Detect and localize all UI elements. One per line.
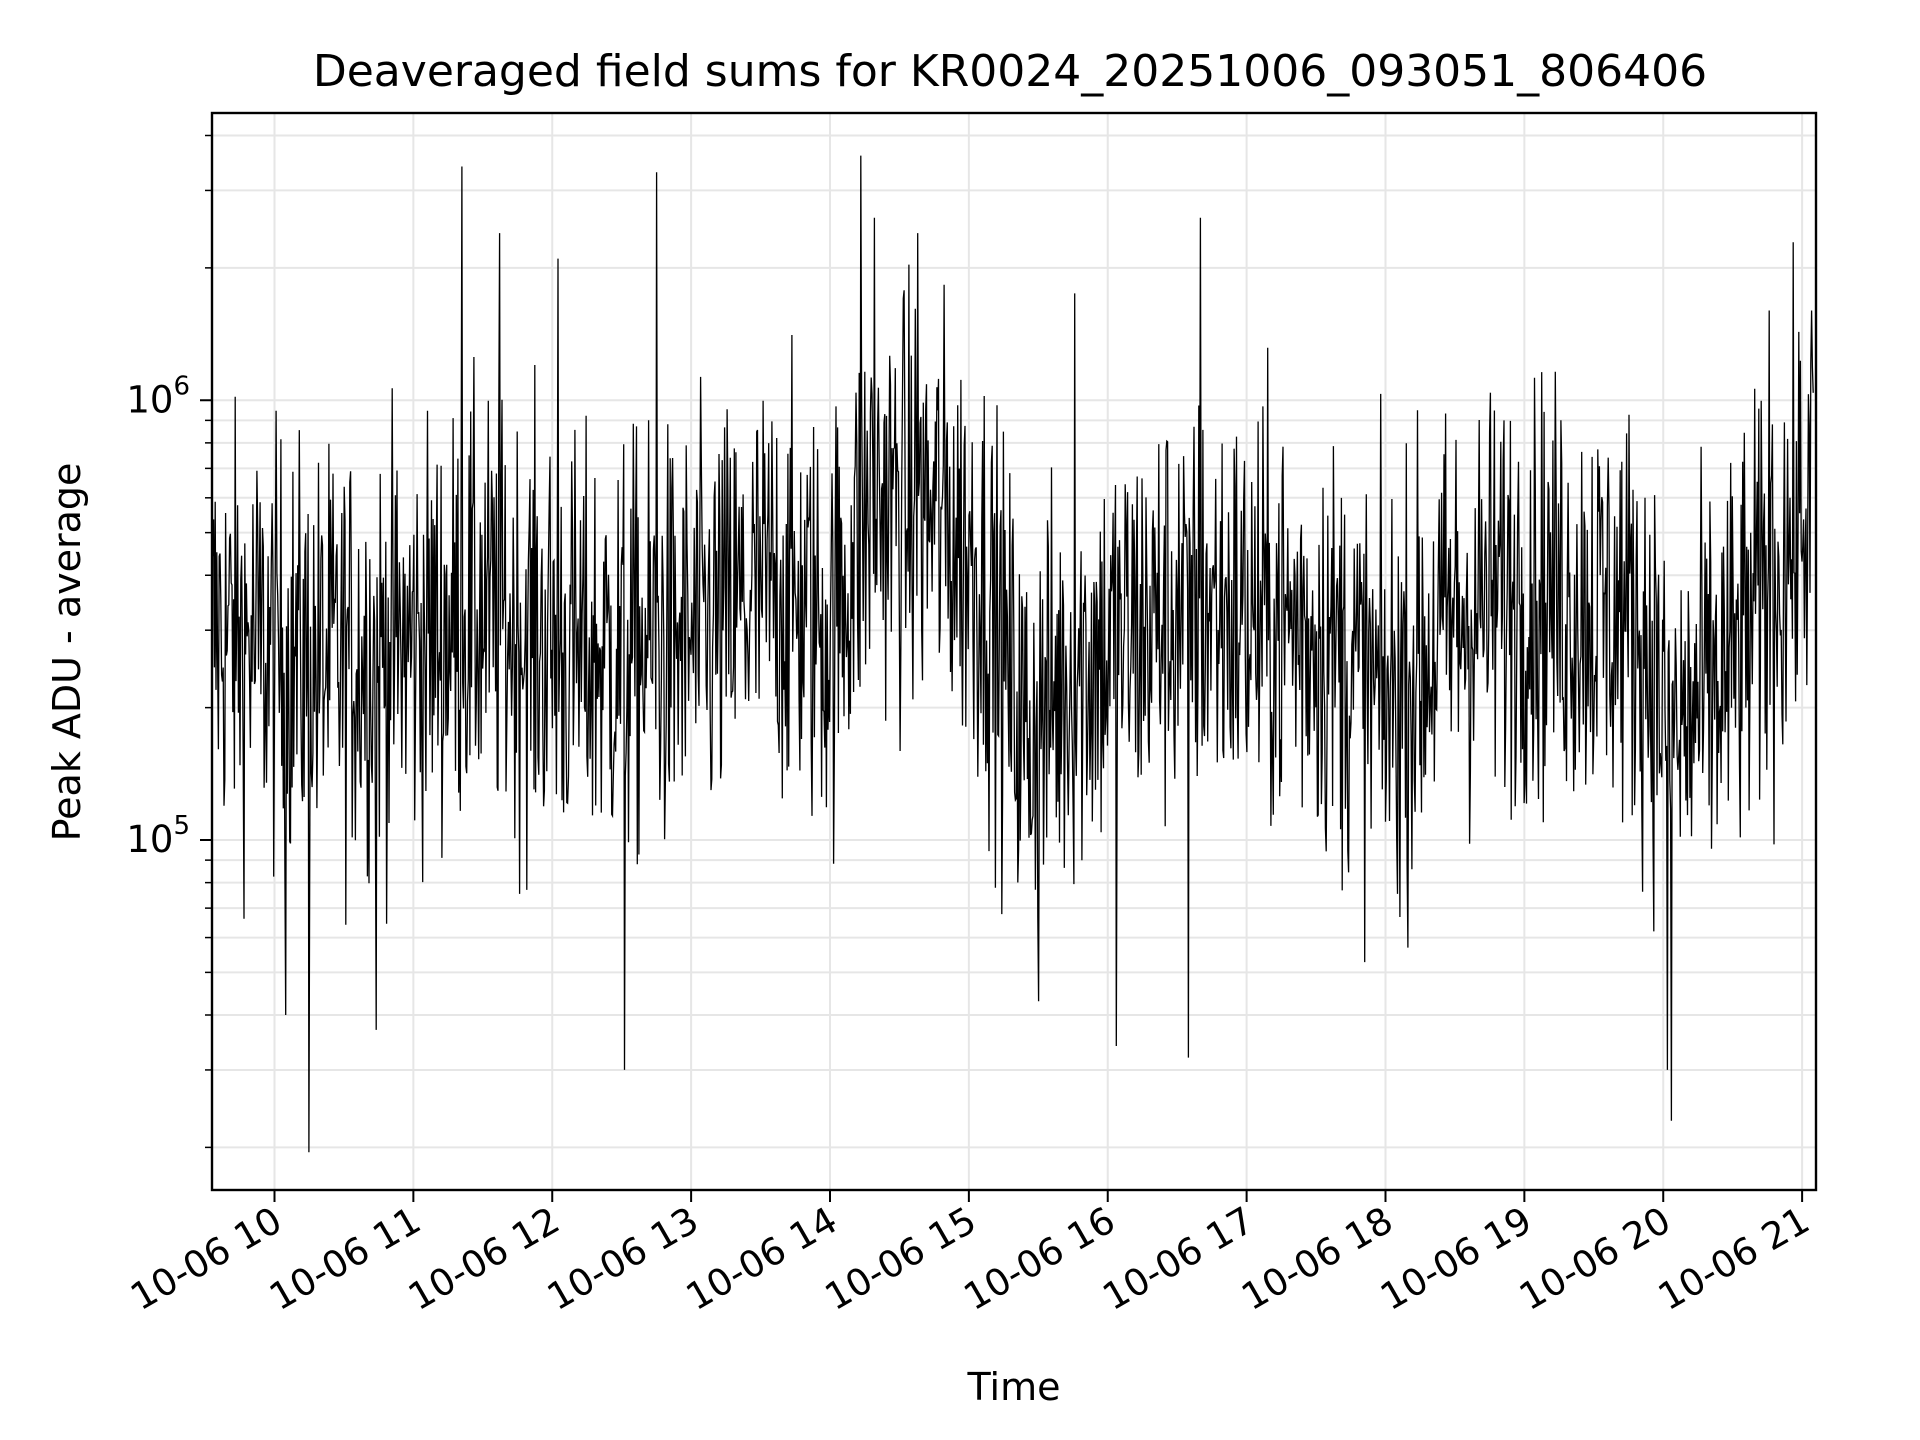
y-tick-label: 106 <box>126 371 190 421</box>
series-line <box>211 155 1814 1153</box>
plot-area-frame <box>210 111 1818 1192</box>
y-axis-label: Peak ADU - average <box>45 463 89 842</box>
x-axis-label: Time <box>967 1365 1061 1409</box>
y-axis-ticks: 105 106 <box>126 134 212 1149</box>
y-tick-label: 105 <box>126 811 190 861</box>
chart-title: Deaveraged field sums for KR0024_2025100… <box>313 46 1707 97</box>
series-layer <box>211 155 1814 1153</box>
